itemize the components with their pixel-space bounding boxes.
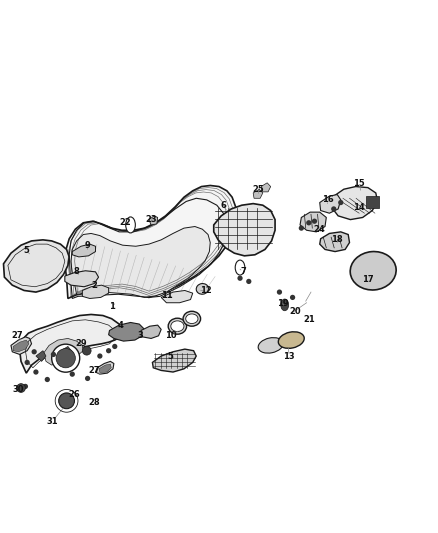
Text: 16: 16 bbox=[322, 196, 333, 204]
Polygon shape bbox=[214, 204, 275, 256]
Text: 2: 2 bbox=[91, 281, 97, 289]
Circle shape bbox=[25, 360, 30, 365]
Circle shape bbox=[106, 348, 111, 353]
Circle shape bbox=[23, 384, 28, 389]
Circle shape bbox=[246, 279, 251, 284]
Polygon shape bbox=[59, 346, 72, 358]
Circle shape bbox=[112, 344, 117, 349]
Text: 25: 25 bbox=[253, 185, 264, 193]
Ellipse shape bbox=[258, 337, 283, 353]
Circle shape bbox=[17, 384, 25, 392]
Ellipse shape bbox=[281, 299, 289, 311]
Polygon shape bbox=[20, 314, 122, 373]
Ellipse shape bbox=[168, 318, 187, 334]
Polygon shape bbox=[65, 185, 237, 298]
Text: 17: 17 bbox=[362, 276, 374, 284]
Circle shape bbox=[306, 220, 311, 225]
Circle shape bbox=[299, 225, 304, 231]
Text: 6: 6 bbox=[220, 201, 226, 209]
Ellipse shape bbox=[196, 284, 208, 294]
Circle shape bbox=[277, 289, 282, 295]
Polygon shape bbox=[161, 290, 193, 303]
Text: 7: 7 bbox=[240, 268, 246, 276]
Polygon shape bbox=[152, 349, 196, 372]
Polygon shape bbox=[149, 216, 158, 225]
Text: 13: 13 bbox=[283, 352, 295, 360]
Text: 28: 28 bbox=[88, 398, 100, 407]
Circle shape bbox=[97, 353, 102, 359]
Text: 27: 27 bbox=[88, 366, 100, 375]
Polygon shape bbox=[44, 338, 83, 365]
Circle shape bbox=[312, 219, 317, 224]
Text: 4: 4 bbox=[117, 321, 124, 329]
Ellipse shape bbox=[171, 321, 184, 332]
Circle shape bbox=[82, 346, 91, 355]
Polygon shape bbox=[72, 244, 95, 257]
Polygon shape bbox=[4, 240, 69, 292]
Polygon shape bbox=[320, 232, 350, 252]
Text: 12: 12 bbox=[200, 286, 212, 295]
Polygon shape bbox=[109, 322, 145, 341]
Circle shape bbox=[59, 393, 74, 409]
Circle shape bbox=[85, 376, 90, 381]
Circle shape bbox=[56, 349, 75, 368]
Text: 18: 18 bbox=[332, 236, 343, 244]
Circle shape bbox=[51, 352, 56, 357]
Polygon shape bbox=[253, 189, 263, 198]
Ellipse shape bbox=[350, 252, 396, 290]
Text: 23: 23 bbox=[145, 215, 157, 224]
Text: 21: 21 bbox=[303, 316, 314, 324]
Polygon shape bbox=[36, 351, 46, 361]
Text: 24: 24 bbox=[314, 225, 325, 233]
Text: 9: 9 bbox=[85, 241, 91, 249]
Text: 10: 10 bbox=[165, 332, 177, 340]
Ellipse shape bbox=[183, 311, 201, 326]
Circle shape bbox=[331, 206, 336, 212]
Text: 8: 8 bbox=[74, 268, 80, 276]
Circle shape bbox=[45, 377, 50, 382]
Text: 27: 27 bbox=[12, 332, 23, 340]
Text: 30: 30 bbox=[13, 385, 24, 393]
Circle shape bbox=[70, 372, 75, 377]
Text: 20: 20 bbox=[290, 308, 301, 316]
Polygon shape bbox=[65, 271, 99, 287]
Circle shape bbox=[237, 276, 243, 281]
Polygon shape bbox=[332, 187, 378, 220]
Polygon shape bbox=[300, 212, 326, 232]
Ellipse shape bbox=[278, 332, 304, 349]
Polygon shape bbox=[11, 337, 32, 354]
Text: 15: 15 bbox=[353, 180, 365, 188]
Circle shape bbox=[33, 369, 39, 375]
Text: 1: 1 bbox=[109, 302, 115, 311]
Polygon shape bbox=[13, 340, 29, 352]
Text: 3: 3 bbox=[137, 332, 143, 340]
Polygon shape bbox=[99, 364, 111, 373]
Bar bbox=[366, 196, 379, 208]
Text: 31: 31 bbox=[47, 417, 58, 425]
Circle shape bbox=[52, 344, 80, 372]
Text: 5: 5 bbox=[23, 246, 29, 255]
Circle shape bbox=[338, 200, 343, 205]
Text: 19: 19 bbox=[277, 300, 288, 308]
Text: 26: 26 bbox=[69, 390, 80, 399]
Ellipse shape bbox=[126, 217, 135, 233]
Polygon shape bbox=[141, 325, 161, 338]
Circle shape bbox=[32, 349, 37, 354]
Polygon shape bbox=[71, 227, 210, 297]
Text: 11: 11 bbox=[161, 292, 172, 300]
Polygon shape bbox=[261, 183, 271, 192]
Circle shape bbox=[290, 295, 295, 300]
Text: 5: 5 bbox=[167, 352, 173, 360]
Polygon shape bbox=[320, 195, 341, 213]
Text: 22: 22 bbox=[119, 219, 131, 227]
Polygon shape bbox=[95, 361, 114, 374]
Ellipse shape bbox=[235, 260, 245, 275]
Text: 29: 29 bbox=[75, 340, 87, 348]
Polygon shape bbox=[82, 285, 109, 298]
Text: 14: 14 bbox=[353, 204, 365, 212]
Ellipse shape bbox=[186, 314, 198, 324]
